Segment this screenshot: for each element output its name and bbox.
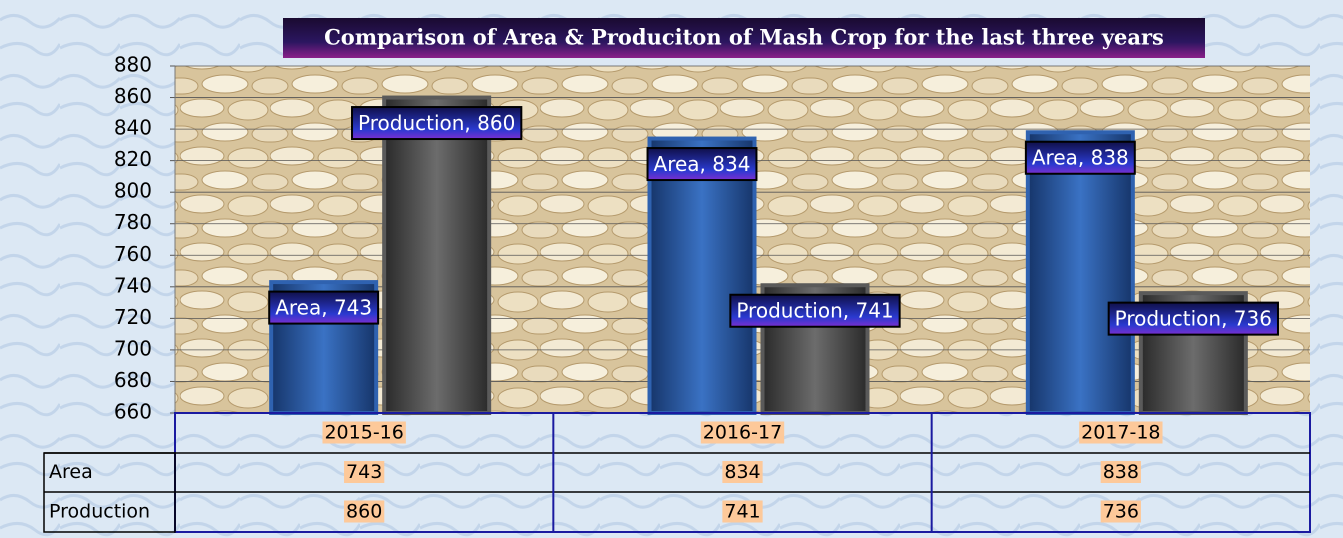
data-label: Production, 741 (736, 299, 893, 323)
row-header: Area (49, 461, 93, 483)
table-cell: 2015-16 (324, 422, 403, 444)
chart-title: Comparison of Area & Produciton of Mash … (324, 25, 1164, 50)
y-tick-label: 820 (114, 147, 152, 171)
data-label: Production, 860 (358, 111, 515, 135)
y-tick-label: 800 (114, 179, 152, 203)
row-header: Production (49, 501, 150, 523)
y-tick-label: 720 (114, 305, 152, 329)
chart: Comparison of Area & Produciton of Mash … (0, 0, 1343, 538)
y-tick-label: 880 (114, 53, 152, 77)
table-cell: 741 (724, 501, 760, 523)
y-tick-label: 840 (114, 116, 152, 140)
y-tick-label: 680 (114, 368, 152, 392)
data-label: Area, 838 (1032, 146, 1129, 170)
table-cell: 2017-18 (1081, 422, 1160, 444)
table-cell: 736 (1103, 501, 1139, 523)
table-cell: 838 (1103, 461, 1139, 483)
y-tick-label: 780 (114, 210, 152, 234)
y-tick-label: 660 (114, 400, 152, 424)
y-tick-label: 700 (114, 336, 152, 360)
bar (384, 98, 489, 413)
table-cell: 834 (724, 461, 760, 483)
y-tick-label: 760 (114, 242, 152, 266)
table-cell: 860 (346, 501, 382, 523)
table-cell: 2016-17 (703, 422, 782, 444)
y-tick-label: 740 (114, 273, 152, 297)
y-tick-label: 860 (114, 84, 152, 108)
data-label: Area, 834 (654, 152, 751, 176)
table-cell: 743 (346, 461, 382, 483)
data-label: Production, 736 (1115, 307, 1272, 331)
data-label: Area, 743 (275, 296, 372, 320)
